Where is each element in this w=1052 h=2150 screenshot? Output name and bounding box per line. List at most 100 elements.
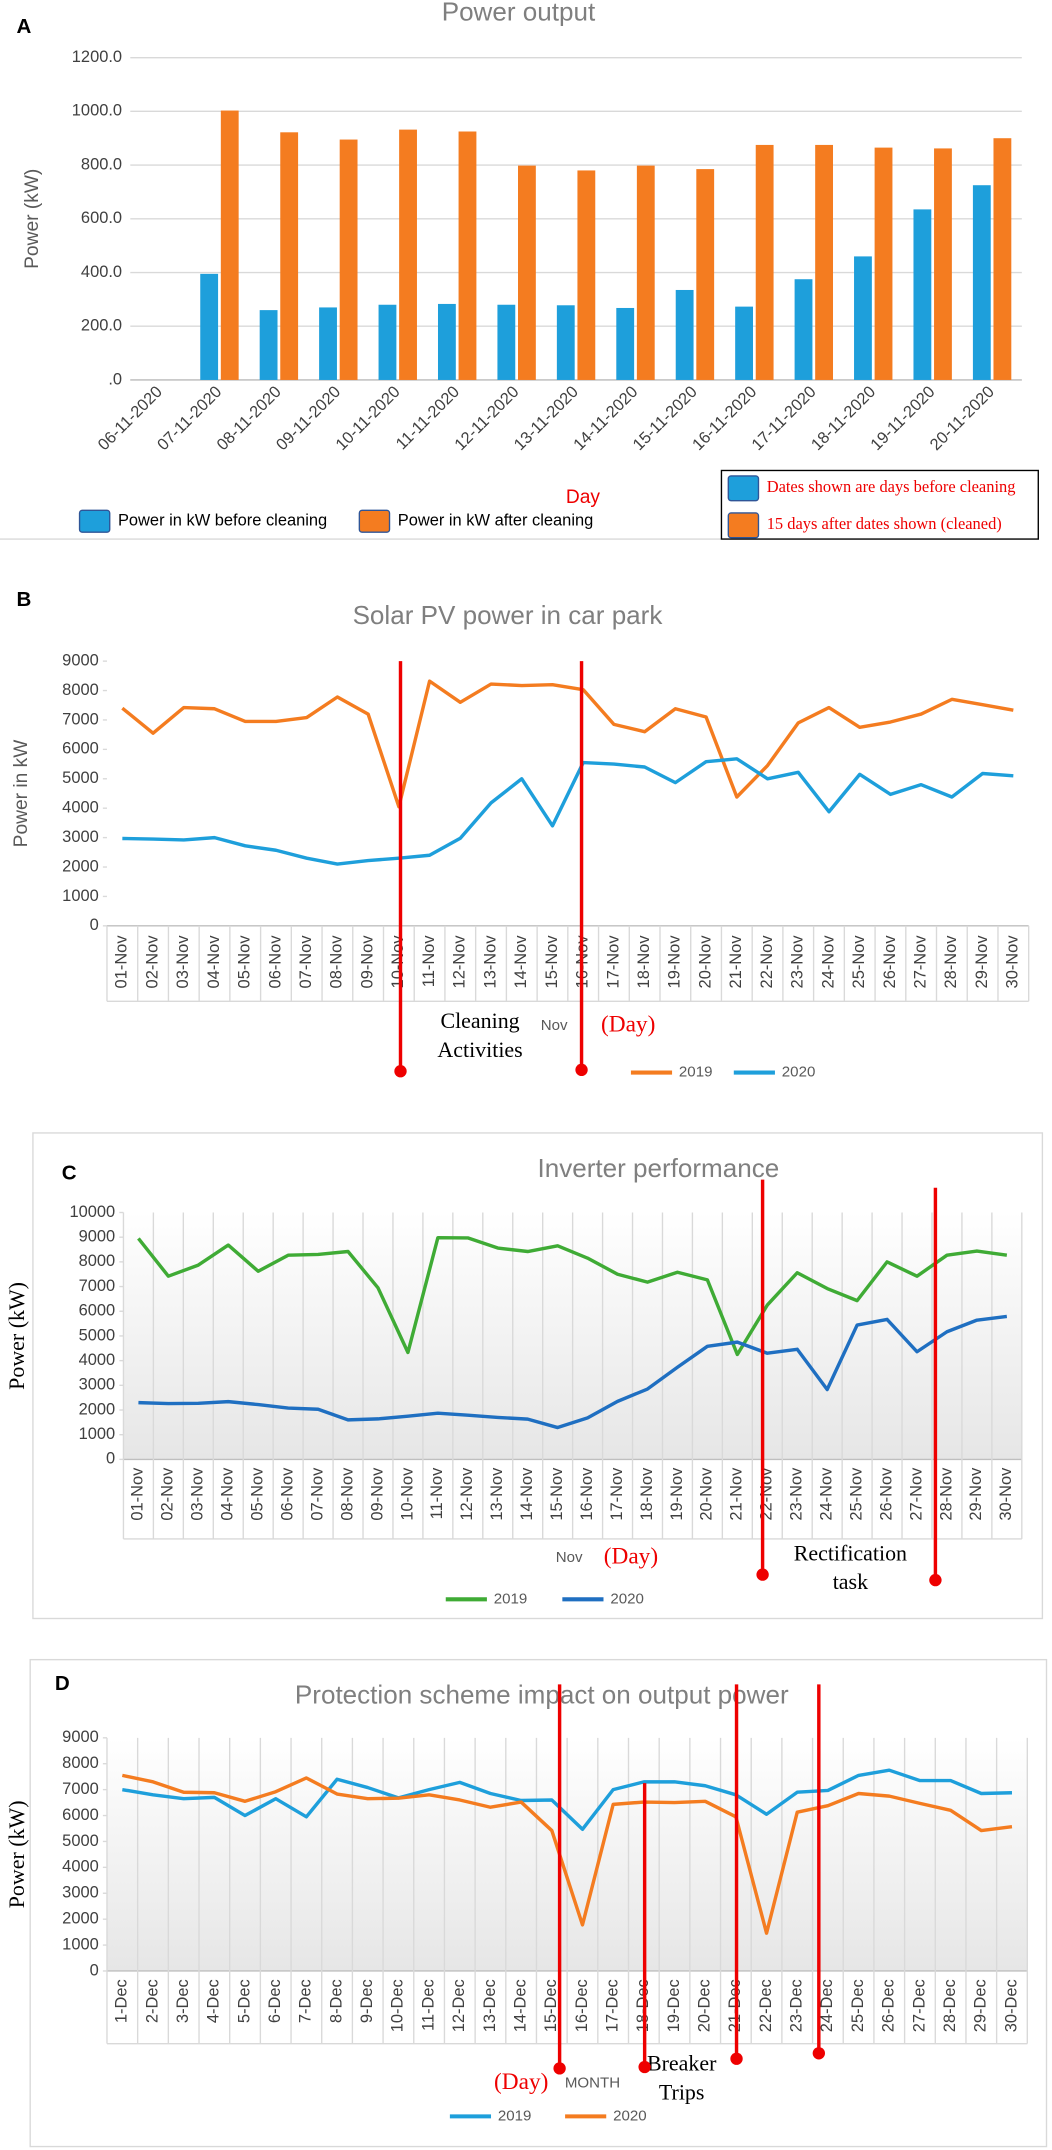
x-tick-label: 26-Dec [880, 1979, 898, 2032]
marker-dot [812, 2047, 826, 2060]
x-tick-label: 07-Nov [297, 935, 315, 989]
x-tick-label: 10-Nov [398, 1467, 416, 1521]
x-tick-label: 10-Dec [389, 1979, 407, 2032]
x-tick-label: 18-Nov [635, 935, 653, 989]
y-tick-label: 4000 [62, 1858, 99, 1876]
x-tick-label: 03-Nov [189, 1467, 207, 1521]
x-tick-label: 15-Dec [542, 1979, 560, 2032]
y-axis-label: Power in kW [11, 739, 32, 848]
marker-dot [638, 2060, 651, 2074]
x-tick-label: 16-Nov [578, 1467, 596, 1521]
x-tick-label: 08-Nov [338, 1467, 356, 1521]
legend-label: Power in kW before cleaning [118, 512, 327, 530]
x-tick-label: 14-Nov [518, 1467, 536, 1521]
x-tick-label: 21-Nov [727, 935, 745, 989]
x-tick-label: 22-Nov [758, 935, 776, 989]
x-tick-label: 19-Nov [666, 935, 684, 989]
x-tick-label: 29-Nov [973, 935, 991, 989]
line-series [122, 757, 1014, 866]
y-tick-label: 9000 [62, 1728, 99, 1746]
chart-title: Power output [442, 0, 596, 27]
x-tick-label: 29-Nov [967, 1467, 985, 1521]
x-tick-label: 20-Nov [696, 935, 714, 989]
x-tick-label: 8-Dec [327, 1979, 345, 2023]
y-tick-label: 3000 [62, 1884, 99, 1902]
annotation: 15 days after dates shown (cleaned) [767, 514, 1002, 533]
x-tick-label: 13-Nov [481, 935, 499, 989]
marker-dot [929, 1573, 942, 1587]
x-axis-label: Nov [556, 1549, 583, 1566]
x-tick-label: 19-Dec [665, 1979, 683, 2032]
bar [616, 307, 635, 380]
x-tick-label: 20-Dec [696, 1979, 714, 2032]
bar [399, 129, 417, 380]
y-tick-label: 2000 [62, 1910, 99, 1928]
x-tick-label: 02-Nov [159, 1467, 177, 1521]
panel-frame [29, 1658, 1048, 2148]
x-tick-label: 14-Nov [512, 935, 530, 989]
note-swatch [727, 475, 760, 502]
bar [556, 305, 575, 380]
y-tick-label: 3000 [62, 828, 99, 846]
bar [200, 273, 219, 380]
y-tick-label: 8000 [62, 681, 99, 699]
bar [259, 310, 278, 380]
x-axis-label: Nov [541, 1017, 568, 1034]
x-tick-label: 05-Nov [236, 935, 254, 989]
bar [755, 144, 774, 380]
x-tick-label: 24-Dec [818, 1979, 836, 2032]
annotation: Breaker [647, 2051, 717, 2076]
y-tick-label: 1200.0 [72, 48, 122, 66]
x-tick-label: 01-Nov [129, 1467, 147, 1521]
x-tick-label: 11-Dec [419, 1979, 437, 2031]
y-tick-label: 9000 [79, 1228, 116, 1246]
y-tick-label: 1000 [79, 1425, 116, 1443]
y-tick-label: 9000 [62, 651, 99, 669]
x-tick-label: 20-Nov [698, 1467, 716, 1521]
x-tick-label: 08-Nov [328, 935, 346, 989]
y-tick-label: 1000.0 [72, 102, 122, 120]
y-tick-label: 600.0 [81, 209, 122, 227]
x-tick-label: 28-Nov [942, 935, 960, 989]
bar [339, 139, 358, 380]
annotation: task [833, 1569, 868, 1594]
y-tick-label: .0 [108, 370, 122, 388]
legend-label: 2019 [498, 2107, 532, 2124]
bar [815, 144, 834, 380]
x-tick-label: 09-Nov [368, 1467, 386, 1521]
y-axis-label: Power (kW) [22, 169, 43, 269]
x-tick-label: 25-Dec [849, 1979, 867, 2032]
x-tick-label: 17-Nov [604, 935, 622, 989]
bar [280, 132, 299, 380]
y-tick-label: 800.0 [81, 155, 122, 173]
marker-dot [394, 1065, 407, 1078]
x-tick-label: 09-Nov [358, 935, 376, 989]
bar [913, 209, 932, 380]
bar [934, 148, 952, 380]
x-tick-label: 21-Nov [728, 1467, 746, 1521]
x-tick-label: 23-Dec [788, 1979, 806, 2032]
x-tick-label: 6-Dec [266, 1979, 284, 2023]
x-tick-label: 16-Dec [573, 1979, 591, 2032]
panel-label: D [55, 1672, 70, 1695]
x-tick-label: 18-Nov [638, 1467, 656, 1521]
annotation: (Day) [494, 2069, 548, 2095]
legend-label: 2020 [782, 1064, 816, 1081]
annotation: Dates shown are days before cleaning [767, 477, 1016, 496]
x-tick-label: 12-Nov [458, 1467, 476, 1521]
y-tick-label: 0 [106, 1450, 115, 1468]
y-tick-label: 5000 [62, 1832, 99, 1850]
bar [319, 307, 337, 380]
x-axis-label: Day [566, 487, 601, 508]
x-tick-label: 30-Dec [1002, 1979, 1020, 2032]
x-tick-label: 10-Nov [389, 935, 407, 989]
bar [696, 169, 715, 380]
marker-dot [575, 1063, 588, 1077]
x-tick-label: 13-Dec [481, 1979, 499, 2032]
legend-label: Power in kW after cleaning [398, 512, 594, 530]
bar [735, 306, 753, 380]
x-tick-label: 03-Nov [174, 935, 192, 989]
legend-label: 2020 [610, 1590, 644, 1607]
x-tick-label: 15-Nov [548, 1467, 566, 1521]
y-tick-label: 10000 [69, 1203, 115, 1221]
